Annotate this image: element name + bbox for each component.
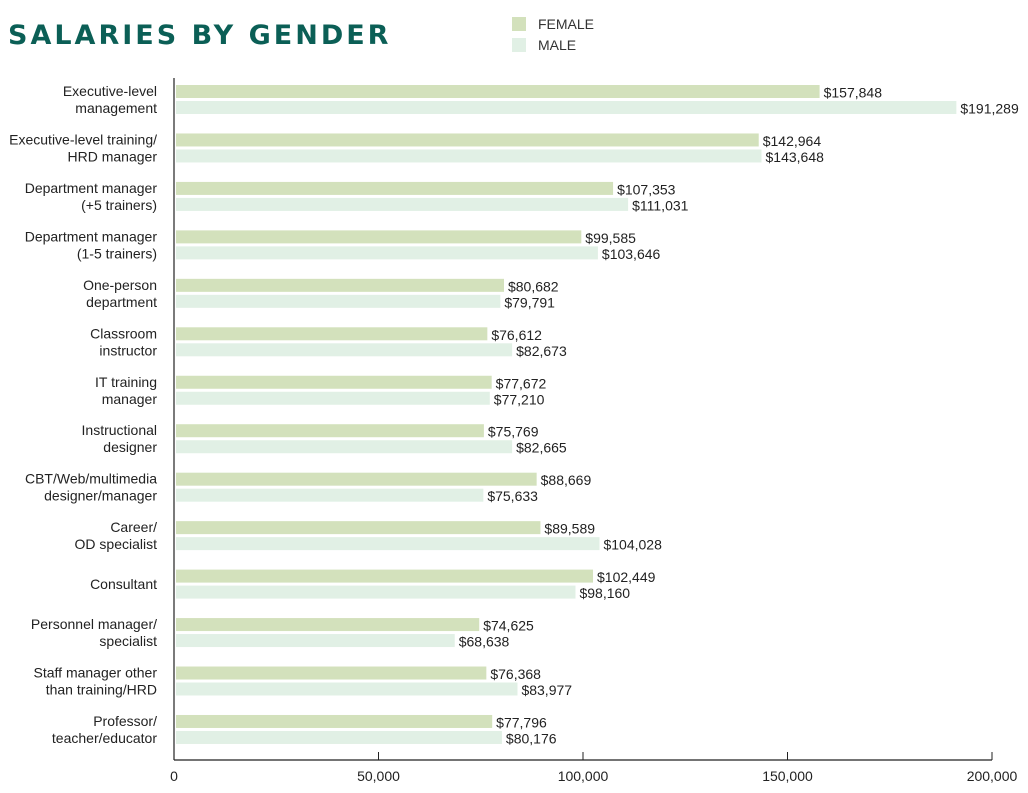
category-label: teacher/educator — [52, 730, 157, 746]
category-label: (1-5 trainers) — [77, 245, 157, 261]
data-label-male: $103,646 — [602, 246, 661, 262]
category-label: Personnel manager/ — [31, 616, 157, 632]
x-tick-label: 150,000 — [762, 768, 813, 784]
data-label-female: $76,368 — [490, 666, 541, 682]
data-label-female: $102,449 — [597, 569, 656, 585]
data-label-female: $88,669 — [541, 472, 592, 488]
category-label: specialist — [99, 633, 157, 649]
data-label-female: $80,682 — [508, 278, 559, 294]
data-label-female: $75,769 — [488, 424, 539, 440]
data-label-male: $83,977 — [521, 682, 572, 698]
bar-female — [176, 424, 484, 438]
data-label-male: $79,791 — [504, 294, 555, 310]
data-label-female: $77,796 — [496, 714, 547, 730]
bar-male — [176, 343, 513, 357]
category-label: One-person — [83, 277, 157, 293]
bar-female — [176, 327, 488, 341]
data-label-male: $143,648 — [766, 149, 825, 165]
bar-male — [176, 391, 490, 405]
bar-male — [176, 246, 598, 260]
data-label-male: $80,176 — [506, 730, 557, 746]
legend-label-female: FEMALE — [538, 16, 595, 32]
data-label-male: $68,638 — [459, 634, 510, 650]
x-tick-label: 100,000 — [558, 768, 609, 784]
bar-male — [176, 585, 576, 599]
legend-male: MALE — [512, 37, 576, 53]
bar-female — [176, 375, 492, 389]
data-label-female: $89,589 — [544, 521, 595, 537]
data-label-female: $157,848 — [824, 85, 883, 101]
bar-female — [176, 521, 541, 535]
bar-male — [176, 682, 518, 696]
data-label-male: $82,665 — [516, 440, 567, 456]
category-label: designer — [103, 439, 157, 455]
x-tick-label: 200,000 — [967, 768, 1018, 784]
category-label: Department manager — [25, 228, 158, 244]
data-label-male: $104,028 — [603, 537, 662, 553]
bar-male — [176, 730, 502, 744]
bar-male — [176, 488, 484, 502]
bar-male — [176, 197, 629, 211]
data-label-female: $142,964 — [763, 133, 822, 149]
category-label: instructor — [99, 342, 157, 358]
category-label: Staff manager other — [34, 665, 158, 681]
x-tick-label: 50,000 — [357, 768, 400, 784]
data-label-female: $107,353 — [617, 181, 676, 197]
bar-male — [176, 440, 513, 454]
data-label-male: $77,210 — [494, 391, 545, 407]
category-label: Executive-level — [63, 83, 157, 99]
bar-male — [176, 294, 501, 308]
category-label: Department manager — [25, 180, 158, 196]
category-label: department — [86, 294, 157, 310]
category-label: Career/ — [110, 519, 157, 535]
bar-male — [176, 101, 957, 114]
legend-label-male: MALE — [538, 37, 577, 53]
bar-male — [176, 149, 762, 163]
bar-female — [176, 133, 759, 147]
category-label: HRD manager — [68, 148, 158, 164]
category-label: than training/HRD — [46, 682, 157, 698]
category-label: Instructional — [82, 422, 157, 438]
bar-female — [176, 618, 480, 632]
data-label-male: $191,289 — [960, 101, 1019, 117]
bar-female — [176, 714, 493, 728]
bar-female — [176, 278, 504, 292]
category-label: management — [75, 100, 157, 116]
data-label-female: $77,672 — [496, 375, 547, 391]
data-label-female: $76,612 — [491, 327, 542, 343]
bar-male — [176, 537, 600, 551]
category-label: OD specialist — [75, 536, 158, 552]
category-label: Professor/ — [93, 713, 157, 729]
data-label-male: $82,673 — [516, 343, 567, 359]
x-tick-label: 0 — [170, 768, 178, 784]
legend-swatch-male — [512, 38, 526, 52]
bar-male — [176, 634, 455, 648]
chart-title: SALARIES BY GENDER — [8, 20, 392, 51]
category-label: IT training — [95, 374, 157, 390]
category-label: designer/manager — [44, 488, 157, 504]
bar-female — [176, 85, 820, 98]
legend-swatch-female — [512, 17, 526, 31]
legend-female: FEMALE — [512, 16, 594, 32]
bar-female — [176, 472, 537, 486]
data-label-female: $74,625 — [483, 618, 534, 634]
category-label: manager — [102, 391, 158, 407]
category-label: (+5 trainers) — [81, 197, 157, 213]
bar-female — [176, 181, 614, 195]
category-label: Classroom — [90, 325, 157, 341]
bar-female — [176, 230, 582, 244]
data-label-female: $99,585 — [585, 230, 636, 246]
category-label: Consultant — [90, 576, 157, 592]
category-label: Executive-level training/ — [9, 131, 157, 147]
category-label: CBT/Web/multimedia — [25, 471, 157, 487]
data-label-male: $98,160 — [579, 585, 630, 601]
data-label-male: $75,633 — [487, 488, 538, 504]
data-label-male: $111,031 — [632, 197, 689, 213]
bar-female — [176, 666, 487, 680]
bar-female — [176, 569, 594, 583]
